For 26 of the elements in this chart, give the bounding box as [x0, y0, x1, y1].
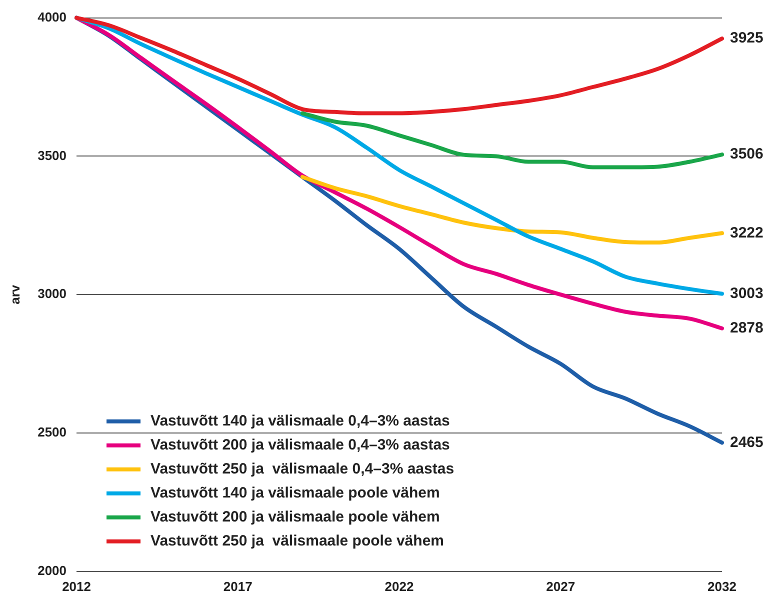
x-tick-label: 2022 [384, 578, 414, 594]
legend-label: Vastuvõtt 140 ja välismaale 0,4–3% aastas [150, 412, 450, 430]
data-label: 3003 [730, 284, 764, 302]
x-tick-label: 2017 [223, 578, 252, 594]
legend-label: Vastuvõtt 140 ja välismaale poole vähem [150, 484, 440, 502]
legend-label: Vastuvõtt 200 ja välismaale poole vähem [150, 508, 440, 526]
y-tick-label: 4000 [38, 9, 67, 24]
legend-label: Vastuvõtt 250 ja välismaale poole vähem [150, 532, 444, 550]
y-tick-label: 3500 [38, 148, 67, 163]
y-tick-label: 2500 [38, 424, 67, 440]
data-label: 2878 [730, 320, 764, 337]
line-series [300, 111, 724, 170]
x-tick-label: 2032 [708, 578, 736, 594]
legend-label: Vastuvõtt 250 ja välismaale 0,4–3% aastas [150, 460, 454, 478]
data-label: 3506 [730, 146, 764, 163]
y-axis-title: arv [7, 284, 22, 304]
x-tick-label: 2012 [62, 578, 91, 594]
y-tick-label: 2000 [38, 562, 67, 578]
y-tick-label: 3000 [38, 286, 67, 302]
line-series [300, 174, 724, 245]
x-tick-label: 2027 [546, 578, 576, 594]
data-label: 2465 [730, 434, 764, 451]
data-label: 3222 [730, 224, 764, 242]
legend-label: Vastuvõtt 200 ja välismaale 0,4–3% aastas [150, 436, 450, 454]
line-series [74, 16, 724, 116]
data-label: 3925 [730, 30, 764, 47]
